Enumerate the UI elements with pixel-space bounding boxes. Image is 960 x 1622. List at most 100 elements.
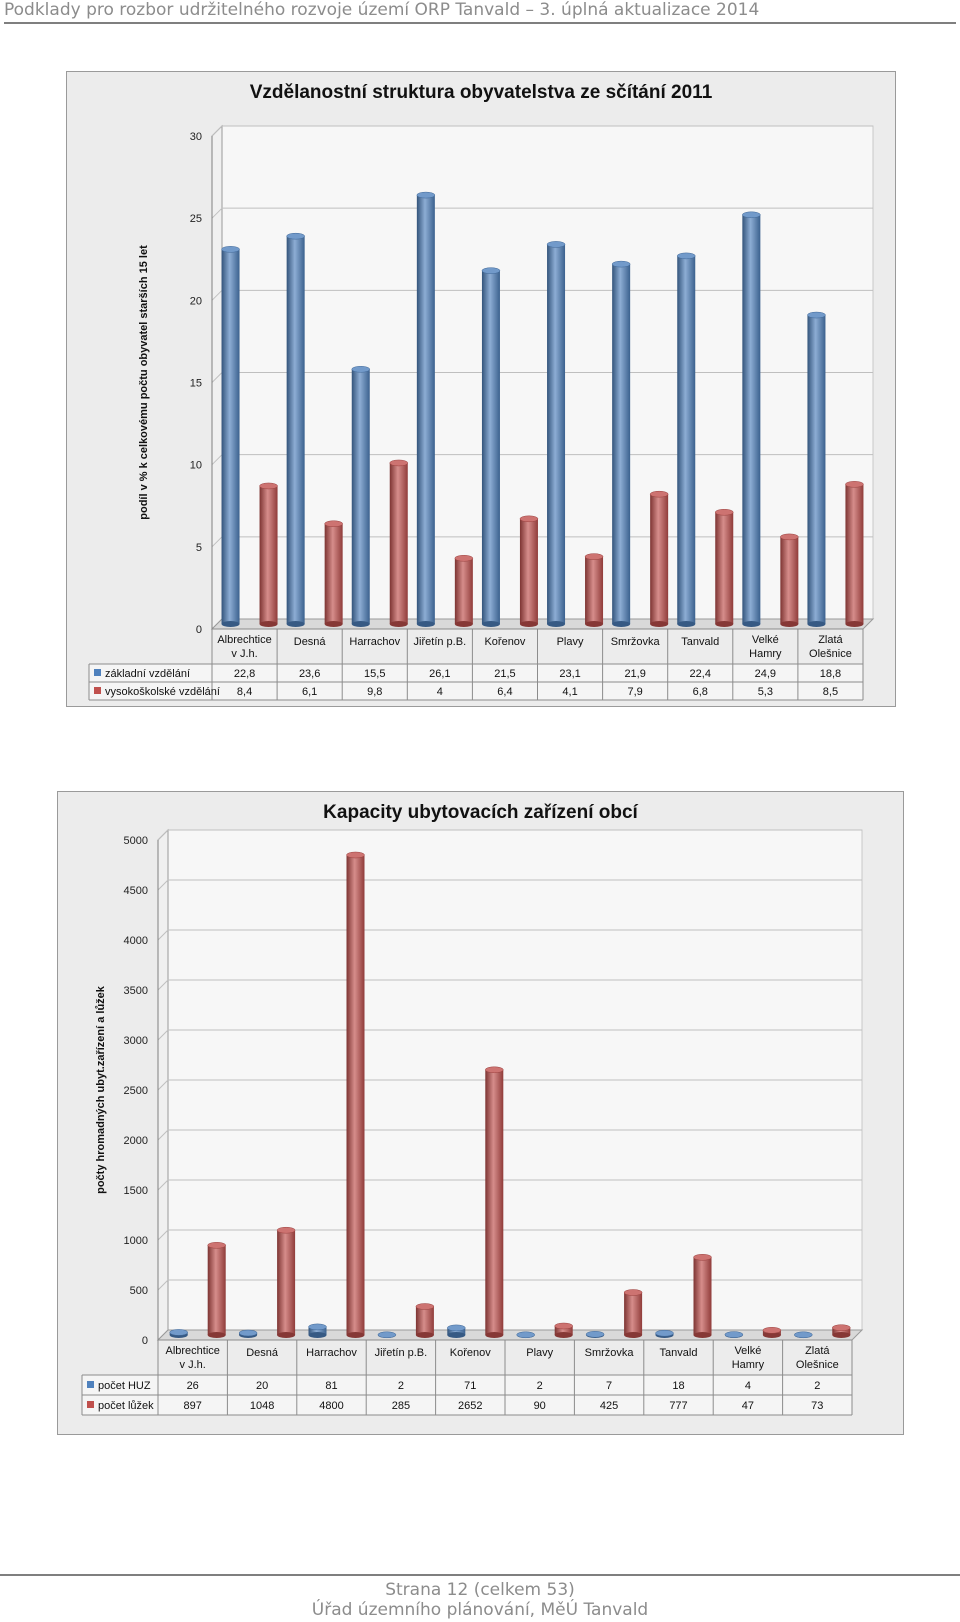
chart-title: Vzdělanostní struktura obyvatelstva ze s… — [249, 82, 713, 103]
bar-series2 — [415, 1303, 435, 1338]
footer-page-number: Strana 12 (celkem 53) — [385, 1580, 575, 1600]
bar-body — [454, 558, 473, 624]
data-label: 7 — [606, 1380, 612, 1392]
plot-floor — [156, 1329, 864, 1341]
x-category-label: Albrechtice — [165, 1345, 219, 1357]
legend-label: počet HUZ — [98, 1380, 151, 1392]
bar-body — [624, 1292, 643, 1335]
bar-series2 — [454, 555, 474, 627]
y-tick-label: 5000 — [124, 835, 148, 847]
bar-base — [650, 621, 669, 627]
header-text: Podklady pro rozbor udržitelného rozvoje… — [4, 0, 760, 20]
bar-series2 — [649, 490, 669, 627]
bar-top — [351, 366, 370, 373]
x-category-label: Harrachov — [349, 636, 400, 648]
bar-body — [807, 315, 826, 624]
y-tick-label: 10 — [190, 460, 202, 472]
bar-top — [742, 211, 761, 219]
data-label: 2 — [814, 1380, 820, 1392]
data-label: 285 — [392, 1400, 410, 1412]
education-chart: Vzdělanostní struktura obyvatelstva ze s… — [66, 71, 896, 707]
data-label: 8,5 — [823, 686, 838, 698]
bar-body — [715, 512, 734, 624]
bar-series2 — [389, 459, 408, 627]
bar-series2 — [715, 509, 734, 627]
data-label: 26,1 — [429, 668, 450, 680]
y-axis-title: podíl v % k celkovému počtu obyvatel sta… — [138, 245, 150, 520]
y-tick-label: 4500 — [124, 885, 148, 897]
gridline-side — [157, 1129, 169, 1141]
bar-top — [649, 490, 669, 498]
data-label: 897 — [184, 1400, 202, 1412]
bar-series2 — [693, 1254, 712, 1338]
data-label: 9,8 — [367, 686, 382, 698]
x-category-label: Kořenov — [484, 636, 525, 648]
bar-series2 — [845, 481, 864, 627]
bar-base — [485, 1332, 504, 1338]
bar-series2 — [780, 533, 799, 627]
bar-base — [519, 621, 538, 627]
legend-label: vysokoškolské vzdělání — [105, 686, 220, 698]
bar-series1 — [724, 1331, 744, 1338]
bar-base — [715, 621, 734, 627]
bar-base — [762, 1332, 781, 1338]
bar-top — [324, 520, 343, 528]
data-label: 21,5 — [494, 668, 515, 680]
bar-base — [415, 1332, 434, 1338]
bar-base — [481, 621, 500, 627]
bar-base — [207, 1332, 226, 1338]
gridline-side — [157, 1029, 169, 1041]
data-label: 71 — [464, 1380, 476, 1392]
bar-body — [485, 1069, 504, 1335]
bar-top — [623, 1289, 643, 1296]
bar-base — [346, 1332, 365, 1338]
data-label: 777 — [669, 1400, 687, 1412]
bar-series2 — [207, 1242, 226, 1338]
bar-base — [416, 621, 435, 627]
bar-body — [221, 249, 240, 624]
bar-body — [277, 1230, 296, 1335]
y-tick-label: 4000 — [124, 935, 148, 947]
data-label: 4 — [437, 686, 443, 698]
bar-top — [724, 1331, 744, 1338]
gridline-side — [157, 979, 169, 991]
data-label: 90 — [534, 1400, 546, 1412]
data-label: 23,1 — [559, 668, 580, 680]
bar-top — [715, 509, 734, 516]
x-category-label: Zlatá — [805, 1345, 830, 1357]
data-label: 1048 — [250, 1400, 274, 1412]
data-label: 21,9 — [624, 668, 645, 680]
gridline-side — [211, 536, 223, 548]
bar-base — [807, 621, 826, 627]
bar-top — [655, 1329, 674, 1337]
x-category-label: Olešnice — [809, 648, 852, 660]
bar-base — [547, 621, 566, 627]
bar-series2 — [584, 553, 604, 627]
bar-series2 — [259, 482, 278, 627]
bar-series2 — [762, 1327, 782, 1338]
bar-series2 — [485, 1066, 504, 1338]
y-tick-label: 5 — [196, 542, 202, 554]
bar-series1 — [238, 1329, 258, 1338]
x-category-label: v J.h. — [231, 648, 257, 660]
legend-swatch — [94, 669, 101, 676]
legend-swatch — [87, 1381, 94, 1388]
bar-series1 — [611, 260, 631, 627]
bar-top — [169, 1329, 188, 1336]
bar-base — [351, 621, 370, 627]
data-label: 4,1 — [562, 686, 577, 698]
data-label: 6,8 — [693, 686, 708, 698]
bar-body — [650, 494, 669, 624]
data-label: 4 — [745, 1380, 751, 1392]
bar-top — [454, 555, 474, 562]
y-tick-label: 3000 — [124, 1035, 148, 1047]
x-category-label: Desná — [294, 636, 327, 648]
gridline-side — [211, 372, 223, 383]
bar-series2 — [832, 1324, 851, 1338]
x-category-label: Tanvald — [681, 636, 719, 648]
x-category-label: Jiřetín p.B. — [414, 636, 467, 648]
y-tick-label: 0 — [196, 624, 202, 636]
data-label: 7,9 — [628, 686, 643, 698]
bar-top — [584, 553, 604, 560]
accommodation-chart: Kapacity ubytovacích zařízení obcí 0 500 1… — [57, 791, 904, 1435]
